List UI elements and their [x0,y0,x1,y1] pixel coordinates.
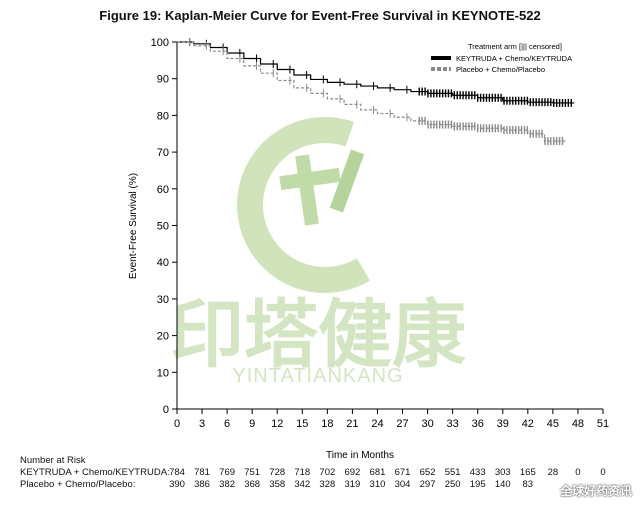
risk-cell: 702 [319,467,336,478]
x-tick-label: 15 [296,418,308,430]
x-tick-label: 48 [572,418,584,430]
risk-cell: 195 [469,479,486,490]
watermark-cn: 印塔健康 [170,292,466,378]
watermark-corner-text: 全球好药资讯 [559,484,632,498]
series-layer [177,38,575,146]
watermark-logo [237,117,413,293]
watermark-en: YINTATIANKANG [232,365,403,387]
x-tick-label: 33 [447,418,459,430]
figure-title: Figure 19: Kaplan-Meier Curve for Event-… [99,8,541,23]
legend: Treatment arm [||| censored] KEYTRUDA + … [431,42,572,74]
risk-table-header: Number at Risk [20,455,86,466]
risk-cell: 718 [294,467,311,478]
x-tick-label: 42 [522,418,534,430]
risk-cell: 165 [519,467,536,478]
y-tick-label: 20 [157,331,169,343]
risk-cell: 319 [344,479,361,490]
x-tick-label: 12 [271,418,283,430]
x-tick-label: 36 [472,418,484,430]
risk-cell: 304 [394,479,411,490]
x-tick-label: 30 [421,418,433,430]
y-tick-label: 50 [157,221,169,233]
legend-title: Treatment arm [||| censored] [468,42,562,51]
risk-cell: 83 [522,479,534,490]
y-tick-label: 40 [157,257,169,269]
risk-row-label-keytruda: KEYTRUDA + Chemo/KEYTRUDA: [20,467,170,478]
risk-cell: 382 [219,479,236,490]
risk-cell: 692 [344,467,361,478]
x-tick-label: 39 [497,418,509,430]
series-line-placebo [177,41,566,142]
y-ticks: 0 10 20 30 40 50 60 70 80 90 100 [151,37,177,416]
risk-cell: 386 [194,479,210,490]
risk-cell: 433 [469,467,486,478]
risk-cell: 784 [169,467,185,478]
y-tick-label: 60 [157,184,169,196]
risk-cell: 0 [600,467,606,478]
x-tick-label: 51 [597,418,609,430]
risk-cell: 250 [444,479,461,490]
x-tick-label: 6 [224,418,230,430]
y-tick-label: 30 [157,294,169,306]
risk-cell: 28 [547,467,559,478]
risk-cell: 551 [444,467,461,478]
y-tick-label: 80 [157,110,169,122]
x-tick-label: 24 [371,418,383,430]
x-tick-label: 18 [321,418,333,430]
risk-cell: 652 [419,467,436,478]
y-tick-label: 70 [157,147,169,159]
series-line-keytruda [177,41,575,104]
x-ticks: 0 3 6 9 12 15 18 21 24 27 30 33 36 39 42 45 48 51 [174,409,609,430]
risk-cell: 751 [244,467,261,478]
x-tick-label: 45 [547,418,559,430]
risk-cell: 342 [294,479,311,490]
risk-cell: 671 [394,467,411,478]
x-tick-label: 21 [346,418,358,430]
risk-cell: 781 [194,467,210,478]
y-axis-label: Event-Free Survival (%) [128,173,139,279]
risk-cell: 140 [494,479,511,490]
y-tick-label: 10 [157,367,169,379]
x-tick-label: 0 [174,418,180,430]
risk-cell: 728 [269,467,286,478]
risk-cell: 358 [269,479,286,490]
risk-cell: 0 [575,467,581,478]
risk-cell: 297 [419,479,436,490]
legend-label-placebo: Placebo + Chemo/Placebo [456,65,545,74]
legend-label-keytruda: KEYTRUDA + Chemo/KEYTRUDA [456,54,572,63]
y-tick-label: 100 [151,37,169,49]
risk-row-label-placebo: Placebo + Chemo/Placebo: [20,479,136,490]
y-tick-label: 90 [157,74,169,86]
x-axis-label: Time in Months [326,450,394,461]
risk-cell: 303 [494,467,511,478]
x-tick-label: 9 [249,418,255,430]
risk-cell: 390 [169,479,185,490]
x-tick-label: 27 [396,418,408,430]
risk-cell: 328 [319,479,336,490]
y-tick-label: 0 [163,404,169,416]
risk-cell: 681 [369,467,386,478]
risk-cell: 368 [244,479,261,490]
risk-cell: 310 [369,479,386,490]
x-tick-label: 3 [199,418,205,430]
risk-cell: 769 [219,467,236,478]
